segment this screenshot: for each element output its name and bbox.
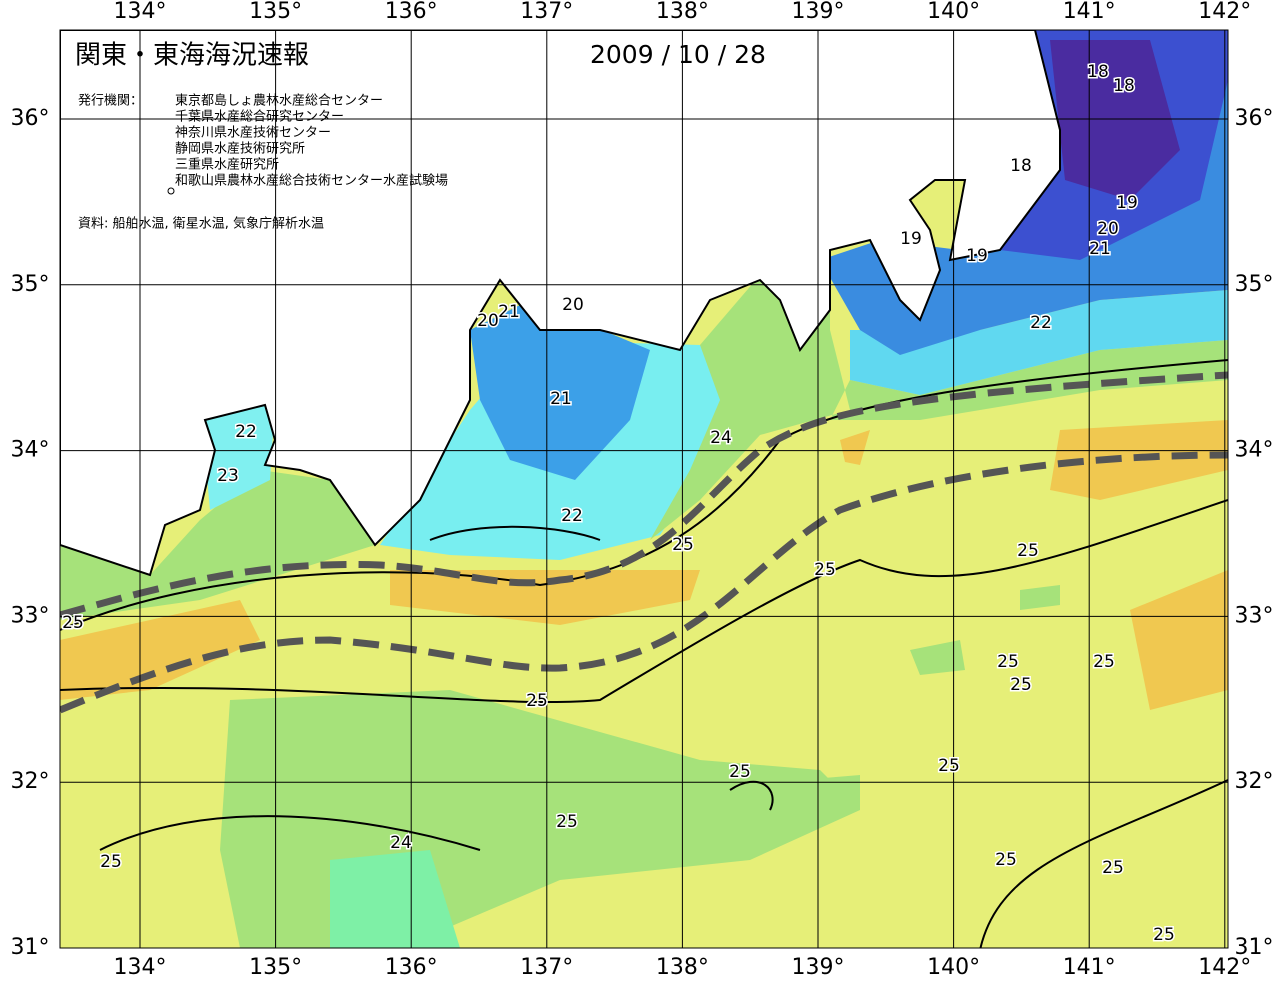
contour-label: 25 xyxy=(729,762,751,782)
contour-label: 25 xyxy=(1153,925,1175,945)
green-band xyxy=(60,470,375,620)
contour-label: 22 xyxy=(235,422,257,442)
blue-area xyxy=(470,300,650,480)
lon-label-bottom: 134° xyxy=(114,955,167,980)
orange-patch xyxy=(60,420,1228,710)
contour-label: 20 xyxy=(477,311,499,331)
lat-label-left: 36° xyxy=(11,106,50,131)
source: 資料: 船舶水温, 衛星水温, 気象庁解析水温 xyxy=(78,216,324,232)
isotherms xyxy=(60,359,1228,948)
contour-label: 22 xyxy=(1030,313,1052,333)
lat-label-left: 31° xyxy=(11,935,50,960)
contour-label: 21 xyxy=(1089,239,1111,259)
organization: 神奈川県水産技術センター xyxy=(175,125,331,141)
contour-label: 21 xyxy=(550,389,572,409)
contour-label: 25 xyxy=(556,812,578,832)
lon-label-top: 139° xyxy=(792,0,845,24)
contour-label: 18 xyxy=(1113,76,1135,96)
organization: 千葉県水産総合研究センター xyxy=(175,109,344,125)
contour-label: 19 xyxy=(900,229,922,249)
contour-label: 23 xyxy=(217,466,239,486)
contour-label: 25 xyxy=(997,652,1019,672)
current-axis xyxy=(60,371,1228,714)
lat-label-left: 33° xyxy=(11,603,50,628)
date: 2009 / 10 / 28 xyxy=(590,40,766,69)
lat-label-left: 32° xyxy=(11,769,50,794)
contour-label: 25 xyxy=(1010,675,1032,695)
lat-label-right: 32° xyxy=(1235,769,1274,794)
lat-label-right: 36° xyxy=(1235,106,1274,131)
land xyxy=(60,30,1061,577)
lon-label-bottom: 141° xyxy=(1063,955,1116,980)
contour-label: 19 xyxy=(966,246,988,266)
lat-label-right: 34° xyxy=(1235,438,1274,463)
lon-label-top: 138° xyxy=(656,0,709,24)
cyan-band xyxy=(850,290,1228,395)
contour-label: 25 xyxy=(1017,541,1039,561)
contour-label: 19 xyxy=(1116,193,1138,213)
lon-label-top: 134° xyxy=(114,0,167,24)
contour-label: 18 xyxy=(1010,156,1032,176)
lon-label-top: 135° xyxy=(249,0,302,24)
lon-label-bottom: 142° xyxy=(1198,955,1251,980)
lon-label-bottom: 140° xyxy=(927,955,980,980)
contour-label: 25 xyxy=(526,691,548,711)
contour-label: 22 xyxy=(561,506,583,526)
lon-label-top: 141° xyxy=(1063,0,1116,24)
contour-label: 21 xyxy=(498,302,520,322)
axes: 134° 134° 135° 135° 136° 136° 137° 137° 138° 138°… xyxy=(11,0,1274,980)
contour-label: 25 xyxy=(100,852,122,872)
contour-label: 25 xyxy=(814,560,836,580)
lon-label-bottom: 139° xyxy=(792,955,845,980)
organization: 和歌山県農林水産総合技術センター水産試験場 xyxy=(175,173,448,189)
patch xyxy=(330,850,460,948)
contour-label: 25 xyxy=(672,535,694,555)
publisher-label: 発行機関： xyxy=(78,94,143,109)
map-frame xyxy=(59,29,1229,949)
organization: 三重県水産研究所 xyxy=(175,157,279,173)
title: 関東・東海海況速報 xyxy=(75,41,309,71)
purple-area xyxy=(1050,40,1180,200)
lon-label-top: 142° xyxy=(1198,0,1251,24)
lat-label-right: 33° xyxy=(1235,603,1274,628)
lon-label-top: 140° xyxy=(927,0,980,24)
cyan-band xyxy=(200,400,275,510)
lon-label-bottom: 137° xyxy=(520,955,573,980)
contour-label: 25 xyxy=(1102,858,1124,878)
marker xyxy=(167,187,175,195)
organization: 静岡県水産技術研究所 xyxy=(175,141,305,157)
organization: 東京都島しょ農林水産総合センター xyxy=(175,93,383,109)
contour-label: 24 xyxy=(390,833,412,853)
lat-label-right: 35° xyxy=(1235,272,1274,297)
patch xyxy=(800,585,1060,815)
graticule xyxy=(60,30,1228,948)
contour-label: 24 xyxy=(710,428,732,448)
lon-label-bottom: 136° xyxy=(385,955,438,980)
contour-label: 18 xyxy=(1087,62,1109,82)
contour-label: 20 xyxy=(562,295,584,315)
lon-label-bottom: 138° xyxy=(656,955,709,980)
lat-label-right: 31° xyxy=(1235,935,1274,960)
lon-label-bottom: 135° xyxy=(249,955,302,980)
lon-label-top: 136° xyxy=(385,0,438,24)
lat-label-left: 35° xyxy=(11,272,50,297)
contour-label: 25 xyxy=(62,613,84,633)
contour-label: 25 xyxy=(995,850,1017,870)
contour-label: 25 xyxy=(938,756,960,776)
contour-label: 20 xyxy=(1097,219,1119,239)
contour-label: 25 xyxy=(1093,652,1115,672)
lon-label-top: 137° xyxy=(520,0,573,24)
lat-label-left: 34° xyxy=(11,438,50,463)
